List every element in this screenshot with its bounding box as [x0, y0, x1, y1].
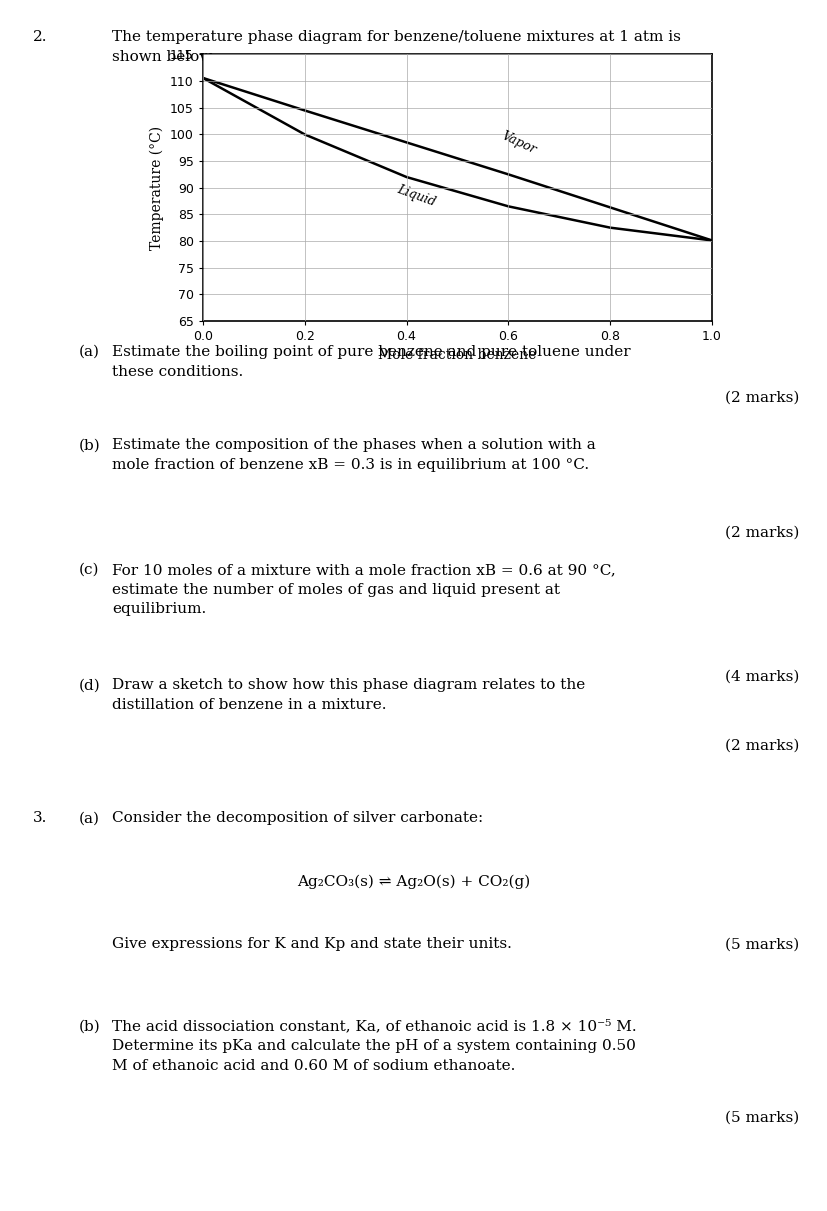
Text: Give expressions for K and Kp and state their units.: Give expressions for K and Kp and state … — [112, 937, 511, 952]
X-axis label: Mole fraction benzene: Mole fraction benzene — [378, 349, 536, 362]
Text: Consider the decomposition of silver carbonate:: Consider the decomposition of silver car… — [112, 811, 482, 826]
Text: 3.: 3. — [33, 811, 47, 826]
Text: Draw a sketch to show how this phase diagram relates to the
distillation of benz: Draw a sketch to show how this phase dia… — [112, 678, 585, 712]
Text: (2 marks): (2 marks) — [724, 739, 798, 753]
Text: The temperature phase diagram for benzene/toluene mixtures at 1 atm is
shown bel: The temperature phase diagram for benzen… — [112, 30, 680, 64]
Text: (c): (c) — [79, 563, 99, 578]
Text: (a): (a) — [79, 345, 99, 360]
Text: Vapor: Vapor — [499, 128, 538, 156]
Text: (4 marks): (4 marks) — [724, 670, 798, 684]
Text: (5 marks): (5 marks) — [724, 1110, 798, 1125]
Text: (a): (a) — [79, 811, 99, 826]
Text: Liquid: Liquid — [395, 183, 437, 208]
Text: (d): (d) — [79, 678, 100, 693]
Text: 2.: 2. — [33, 30, 48, 45]
Text: (2 marks): (2 marks) — [724, 391, 798, 406]
Text: The acid dissociation constant, Ka, of ethanoic acid is 1.8 × 10⁻⁵ M.
Determine : The acid dissociation constant, Ka, of e… — [112, 1020, 636, 1073]
Text: (b): (b) — [79, 1020, 100, 1034]
Text: Estimate the boiling point of pure benzene and pure toluene under
these conditio: Estimate the boiling point of pure benze… — [112, 345, 629, 379]
Text: (2 marks): (2 marks) — [724, 526, 798, 540]
Text: Ag₂CO₃(s) ⇌ Ag₂O(s) + CO₂(g): Ag₂CO₃(s) ⇌ Ag₂O(s) + CO₂(g) — [297, 874, 530, 889]
Y-axis label: Temperature (°C): Temperature (°C) — [150, 126, 165, 249]
Text: (b): (b) — [79, 438, 100, 453]
Text: For 10 moles of a mixture with a mole fraction xB = 0.6 at 90 °C,
estimate the n: For 10 moles of a mixture with a mole fr… — [112, 563, 614, 616]
Text: Estimate the composition of the phases when a solution with a
mole fraction of b: Estimate the composition of the phases w… — [112, 438, 595, 472]
Text: (5 marks): (5 marks) — [724, 937, 798, 952]
